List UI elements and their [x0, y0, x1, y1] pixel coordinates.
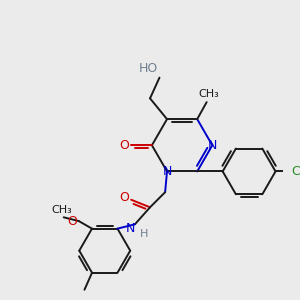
Text: O: O: [120, 139, 130, 152]
Text: CH₃: CH₃: [51, 205, 72, 215]
Text: H: H: [140, 229, 148, 239]
Text: N: N: [125, 221, 135, 235]
Text: N: N: [208, 139, 217, 152]
Text: O: O: [67, 214, 77, 228]
Text: HO: HO: [139, 62, 158, 75]
Text: O: O: [120, 191, 130, 204]
Text: N: N: [162, 165, 172, 178]
Text: Cl: Cl: [291, 165, 300, 178]
Text: CH₃: CH₃: [198, 89, 219, 99]
